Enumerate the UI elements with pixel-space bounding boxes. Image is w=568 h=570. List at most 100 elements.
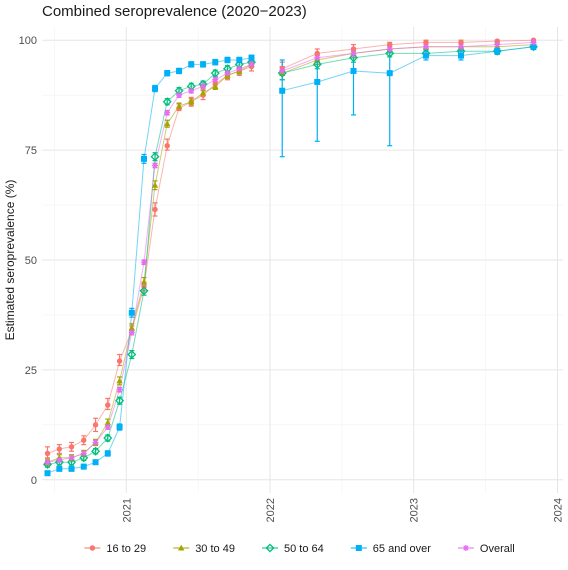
data-point: [103, 433, 113, 443]
data-point: [422, 52, 429, 59]
data-point: [105, 402, 111, 408]
data-point: [116, 386, 123, 393]
data-point: [128, 329, 135, 336]
data-point: [387, 41, 393, 48]
data-point: [530, 39, 537, 46]
y-tick-label: 25: [25, 365, 37, 377]
y-axis: 0 25 50 75 100: [19, 35, 37, 487]
series-points: [42, 37, 538, 477]
legend-item: 65 and over: [350, 543, 431, 555]
series-line: [282, 41, 534, 72]
data-point: [152, 206, 158, 213]
data-point: [116, 377, 123, 384]
data-point: [212, 82, 219, 89]
data-point: [199, 89, 207, 96]
legend-key-marker: [265, 543, 275, 553]
data-point: [188, 87, 195, 94]
data-point: [530, 43, 537, 50]
data-point: [92, 422, 99, 428]
data-point: [458, 52, 465, 59]
data-point: [385, 48, 395, 58]
data-point: [200, 83, 207, 90]
data-point: [279, 87, 286, 94]
data-point: [128, 324, 135, 331]
data-point: [139, 286, 149, 296]
data-point: [127, 349, 137, 360]
y-axis-title: Estimated seroprevalence (%): [3, 180, 17, 341]
series-line: [281, 39, 534, 70]
data-point: [176, 92, 183, 99]
data-point: [423, 39, 429, 46]
legend-label: 16 to 29: [106, 543, 146, 555]
series-line: [47, 57, 252, 474]
series-errorbars: [45, 39, 536, 477]
legend-label: 50 to 64: [284, 543, 324, 555]
series-line: [282, 46, 534, 92]
data-point: [248, 61, 255, 68]
data-point: [350, 67, 357, 74]
data-point: [80, 450, 87, 457]
series-lines: [47, 39, 534, 474]
legend: 16 to 29 30 to 49 50 to 64 65 and over Overa…: [84, 543, 515, 555]
data-point: [68, 465, 75, 472]
data-point: [164, 70, 171, 77]
data-point: [314, 54, 321, 61]
data-point: [176, 67, 183, 74]
legend-label: 65 and over: [373, 543, 431, 555]
data-point: [279, 67, 286, 74]
data-point: [151, 181, 159, 188]
data-point: [314, 50, 320, 57]
data-point: [44, 450, 51, 457]
data-point: [422, 43, 429, 50]
data-point: [104, 419, 111, 426]
data-point: [92, 439, 99, 446]
data-point: [224, 56, 231, 63]
data-point: [56, 446, 63, 452]
legend-item: 50 to 64: [262, 543, 324, 555]
data-point: [104, 424, 111, 431]
legend-key-marker: [178, 544, 185, 551]
data-point: [458, 43, 465, 50]
legend-label: 30 to 49: [195, 543, 235, 555]
legend-label: Overall: [480, 543, 515, 555]
data-point: [494, 48, 501, 55]
data-point: [175, 102, 183, 109]
data-point: [458, 39, 464, 46]
data-point: [212, 59, 219, 66]
grid: [42, 27, 563, 493]
legend-item: 30 to 49: [173, 543, 235, 555]
legend-item: Overall: [457, 543, 515, 555]
data-point: [386, 45, 393, 52]
data-point: [248, 54, 255, 61]
data-point: [104, 450, 111, 457]
data-point: [115, 396, 125, 406]
data-point: [212, 76, 219, 83]
data-point: [44, 459, 51, 466]
data-point: [224, 70, 231, 77]
x-tick-label: 2022: [265, 498, 277, 522]
data-point: [164, 109, 171, 116]
chart-title: Combined seroprevalence (2020−2023): [42, 3, 307, 20]
data-point: [79, 453, 89, 463]
data-point: [236, 65, 243, 72]
data-point: [312, 59, 322, 69]
data-point: [140, 259, 147, 266]
data-point: [116, 424, 123, 431]
data-point: [68, 454, 75, 461]
data-point: [314, 78, 321, 85]
data-point: [200, 61, 207, 68]
data-point: [152, 85, 159, 92]
y-tick-label: 0: [31, 475, 37, 487]
data-point: [80, 463, 87, 470]
data-point: [81, 437, 87, 443]
data-point: [44, 470, 51, 477]
data-point: [350, 46, 357, 52]
data-point: [236, 56, 243, 63]
data-point: [42, 459, 53, 469]
data-point: [188, 98, 195, 105]
legend-key-marker: [462, 545, 469, 551]
data-point: [386, 70, 393, 77]
data-point: [164, 142, 170, 149]
data-point: [128, 309, 135, 316]
